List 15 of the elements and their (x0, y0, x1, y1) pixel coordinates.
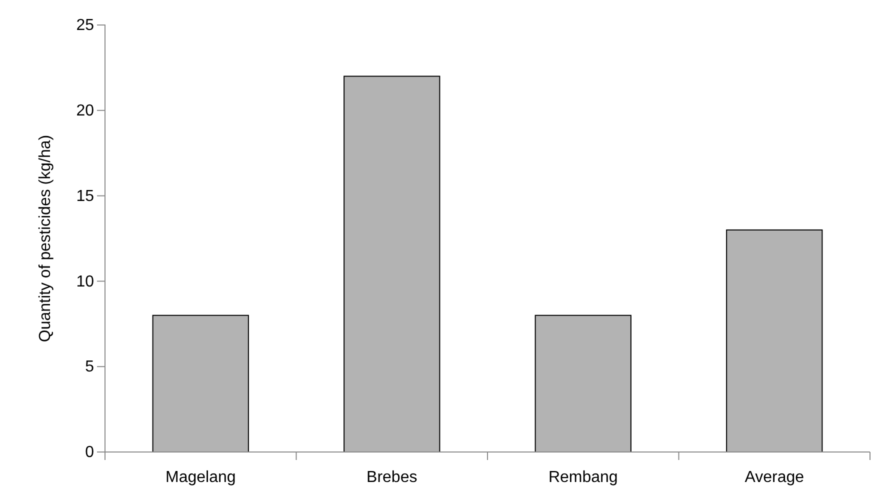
x-tick-label: Magelang (165, 469, 236, 486)
y-tick-label: 15 (76, 188, 94, 205)
y-axis-title: Quantity of pesticides (kg/ha) (37, 134, 54, 342)
y-tick-label: 20 (76, 102, 94, 120)
x-tick-label: Brebes (366, 469, 418, 486)
y-tick-label: 5 (85, 358, 94, 376)
y-tick-label: 10 (76, 273, 94, 290)
x-tick-label: Rembang (548, 469, 618, 486)
y-tick-label: 25 (76, 17, 94, 34)
x-tick-label: Average (744, 469, 804, 486)
bar (344, 76, 440, 452)
bar (534, 314, 632, 452)
y-tick-label: 0 (85, 444, 94, 462)
bar (152, 314, 249, 452)
bar (726, 229, 823, 452)
